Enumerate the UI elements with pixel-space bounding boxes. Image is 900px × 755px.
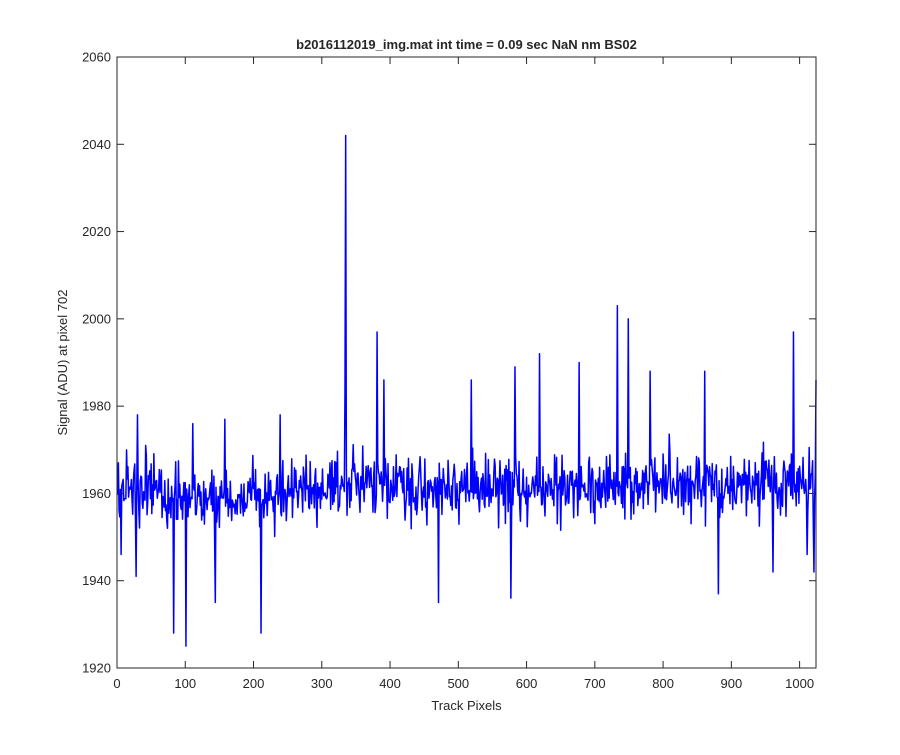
x-tick-label: 0 xyxy=(113,676,120,691)
y-tick-label: 2040 xyxy=(82,137,111,152)
x-tick-label: 800 xyxy=(652,676,674,691)
y-tick-label: 2060 xyxy=(82,50,111,65)
y-tick-label: 2020 xyxy=(82,224,111,239)
y-tick-label: 1940 xyxy=(82,573,111,588)
y-tick-label: 1980 xyxy=(82,399,111,414)
x-axis-ticks: 0 100 200 300 400 500 600 700 800 900 1000 xyxy=(113,57,814,691)
y-axis-ticks: 1920 1940 1960 1980 2000 2020 2040 2060 xyxy=(82,50,816,676)
x-tick-label: 900 xyxy=(721,676,743,691)
x-tick-label: 400 xyxy=(379,676,401,691)
x-tick-label: 300 xyxy=(311,676,333,691)
series-layer xyxy=(116,134,817,647)
x-axis-label: Track Pixels xyxy=(431,698,502,713)
y-tick-label: 1920 xyxy=(82,661,111,676)
chart-title: b2016112019_img.mat int time = 0.09 sec … xyxy=(296,37,637,52)
plot-area-background xyxy=(117,57,816,668)
y-axis-label: Signal (ADU) at pixel 702 xyxy=(55,290,70,436)
x-tick-label: 700 xyxy=(584,676,606,691)
x-tick-label: 100 xyxy=(174,676,196,691)
x-tick-label: 500 xyxy=(447,676,469,691)
x-tick-label: 200 xyxy=(243,676,265,691)
x-tick-label: 600 xyxy=(516,676,538,691)
y-tick-label: 2000 xyxy=(82,311,111,326)
series-line xyxy=(116,134,817,647)
axes-box xyxy=(116,56,817,669)
y-tick-label: 1960 xyxy=(82,486,111,501)
x-tick-label: 1000 xyxy=(785,676,814,691)
